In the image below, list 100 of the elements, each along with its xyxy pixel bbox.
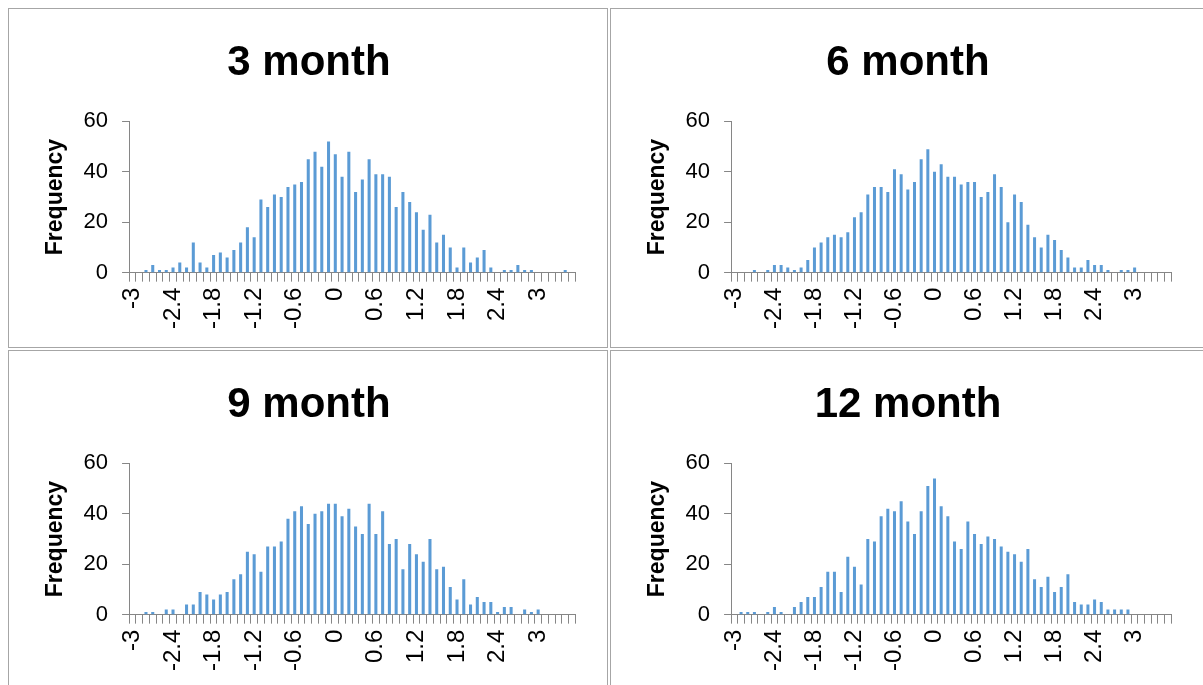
y-axis-title: Frequency: [643, 480, 670, 598]
bar: [469, 262, 473, 273]
bar: [966, 521, 970, 615]
bar: [1059, 249, 1063, 273]
bar: [441, 566, 446, 615]
x-tick-label: -0.6: [279, 629, 307, 671]
bar: [1046, 576, 1050, 615]
bar: [266, 207, 270, 273]
x-tick-label: -1.2: [839, 287, 867, 329]
y-tick-label: 20: [83, 550, 109, 576]
x-tick-label: 3: [522, 287, 550, 301]
bar: [926, 149, 930, 273]
bar: [306, 523, 310, 615]
chart-title: 12 month: [814, 378, 1002, 426]
bar: [1046, 234, 1050, 273]
chart-title: 9 month: [227, 378, 391, 426]
bar: [1126, 270, 1130, 273]
bar: [401, 191, 405, 273]
bar: [198, 591, 202, 615]
bar: [299, 181, 304, 273]
bar: [1033, 579, 1037, 615]
bar: [340, 516, 344, 615]
bar: [185, 604, 189, 615]
bar: [1026, 224, 1030, 273]
bar: [320, 511, 324, 615]
bar: [191, 242, 195, 273]
bar: [232, 249, 236, 273]
chart-title: 3 month: [227, 36, 391, 84]
y-tick-label: 40: [83, 157, 109, 183]
bar: [946, 176, 950, 273]
x-tick-label: 1.8: [1039, 629, 1067, 664]
bar: [1079, 604, 1083, 615]
bar: [374, 174, 378, 273]
bar: [198, 262, 202, 273]
bar: [218, 594, 222, 615]
bar: [866, 194, 870, 273]
bar: [245, 551, 249, 615]
bar: [886, 508, 890, 615]
bar: [906, 521, 910, 615]
x-tick-label: 1.8: [441, 629, 469, 664]
x-tick-label: 1.2: [999, 629, 1027, 664]
bar: [502, 270, 506, 273]
y-axis-title: Frequency: [41, 138, 68, 256]
bar: [225, 257, 229, 273]
x-tick-label: 0: [919, 287, 947, 301]
bar: [993, 539, 997, 615]
bar: [212, 599, 216, 615]
bar: [1039, 586, 1043, 615]
bar: [1019, 202, 1023, 273]
bar: [279, 541, 283, 615]
bar: [428, 539, 432, 615]
bar: [1093, 265, 1097, 273]
bar: [340, 176, 344, 273]
bar: [455, 267, 459, 273]
bar: [792, 607, 796, 615]
bar: [218, 252, 222, 273]
bar: [939, 164, 943, 273]
bar: [448, 247, 452, 273]
x-tick-label: 3: [522, 629, 550, 643]
bar: [462, 247, 466, 273]
bar: [919, 159, 923, 273]
bar: [852, 566, 856, 615]
bar: [252, 554, 256, 615]
bar: [1006, 551, 1010, 615]
bar: [286, 518, 290, 615]
bar: [374, 533, 378, 615]
bar: [746, 612, 750, 615]
bar: [1066, 257, 1070, 273]
bar: [879, 186, 883, 273]
x-tick-label: -0.6: [279, 287, 307, 329]
bar: [259, 199, 263, 273]
bar: [772, 607, 776, 615]
bar: [252, 237, 256, 273]
x-tick-label: -1.8: [799, 287, 827, 329]
bar: [1026, 549, 1030, 615]
bar: [509, 270, 513, 273]
bar: [826, 237, 830, 273]
y-tick-label: 20: [685, 208, 711, 234]
bar: [953, 541, 957, 615]
bar: [435, 242, 439, 273]
bar: [239, 574, 243, 615]
bar: [347, 151, 351, 273]
bar: [819, 586, 823, 615]
bar: [387, 176, 391, 273]
bar: [489, 602, 493, 615]
bar: [832, 234, 836, 273]
x-tick-label: 1.8: [1039, 287, 1067, 322]
bar: [852, 217, 856, 273]
bar: [245, 227, 249, 273]
bar: [819, 242, 823, 273]
bar: [414, 554, 418, 615]
bar: [272, 546, 276, 615]
bar: [846, 556, 850, 615]
bar: [354, 191, 358, 273]
bar: [367, 159, 371, 273]
bar: [986, 536, 990, 615]
y-tick-label: 60: [83, 449, 109, 475]
x-tick-label: 1.2: [401, 629, 429, 664]
bar: [293, 184, 297, 273]
bar: [482, 602, 486, 615]
